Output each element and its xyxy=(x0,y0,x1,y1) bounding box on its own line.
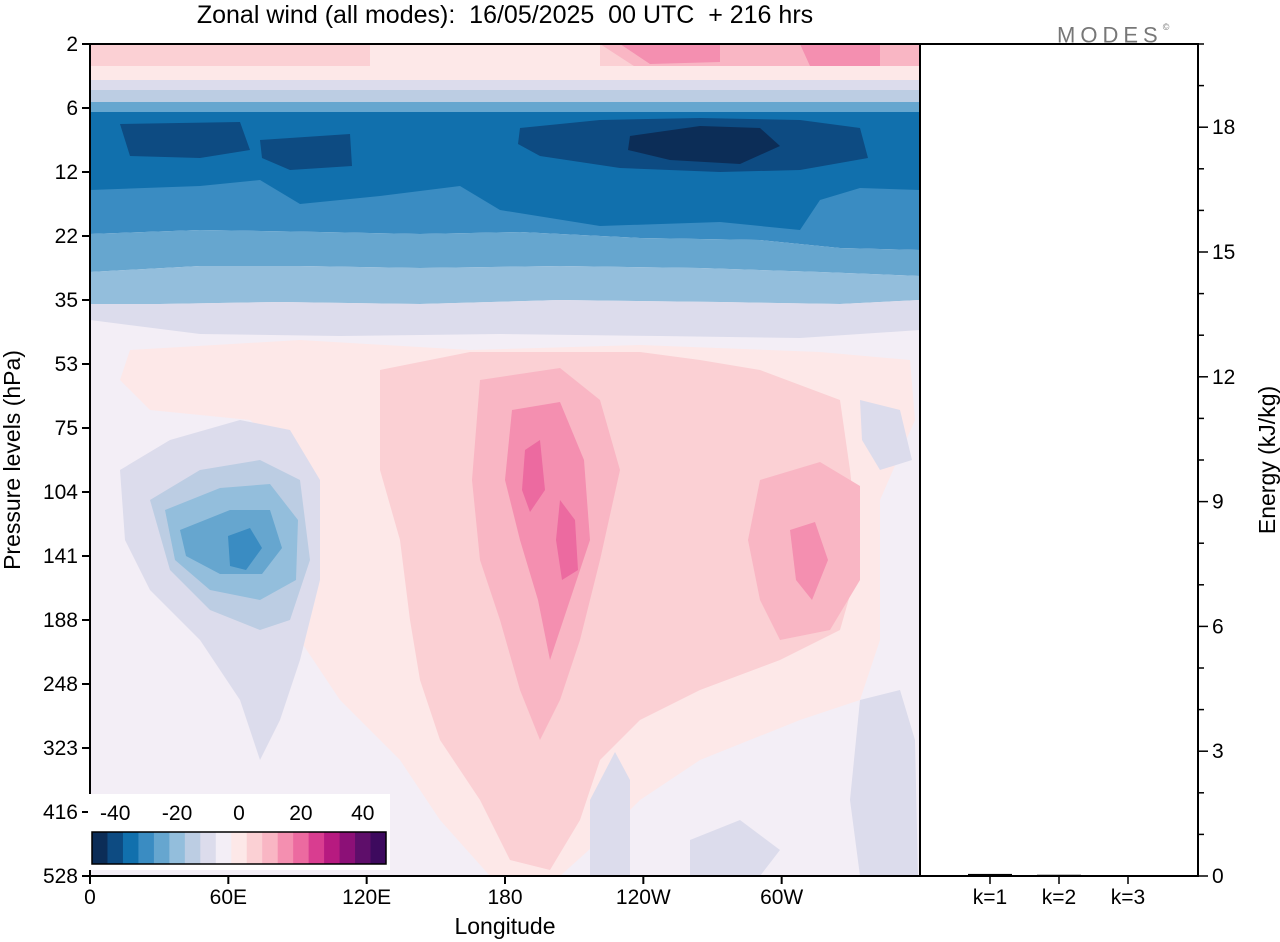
colorbar-swatch xyxy=(92,832,108,864)
colorbar-swatch xyxy=(293,832,310,864)
x-tick-label: 60E xyxy=(210,886,247,909)
blob-westerly-jet-core-b xyxy=(556,500,578,580)
y-tick-label: 22 xyxy=(55,225,78,248)
energy-tick-label: 18 xyxy=(1212,116,1235,139)
energy-tick-label: 15 xyxy=(1212,241,1235,264)
y-tick-label: 528 xyxy=(43,865,78,888)
x-tick-label: 0 xyxy=(84,886,96,909)
energy-frame xyxy=(919,43,1199,877)
energy-bar-chart xyxy=(919,43,1199,877)
band-transition-2 xyxy=(90,80,920,90)
energy-bar xyxy=(968,873,1012,876)
energy-bar xyxy=(1037,874,1081,877)
blob-westerly-right-inner xyxy=(790,522,828,600)
longitude-axis: 0 60E 120E 180 120W 60W xyxy=(84,876,803,909)
y-tick-label: 35 xyxy=(55,289,78,312)
y-tick-label: 141 xyxy=(43,545,78,568)
colorbar-swatch xyxy=(200,832,217,864)
energy-axis: 0 3 6 9 12 15 18 xyxy=(1198,43,1235,888)
blob-easterly-cell-peak xyxy=(228,528,262,570)
colorbar-swatch xyxy=(370,832,387,864)
colorbar-tick-label: -40 xyxy=(100,802,130,825)
band-easterly-j xyxy=(90,300,920,338)
y-tick-label: 323 xyxy=(43,737,78,760)
blob-westerly-jet-core-a xyxy=(522,440,545,512)
copyright-mark: © xyxy=(1162,22,1170,32)
energy-axis-title: Energy (kJ/kg) xyxy=(1254,386,1280,534)
colorbar-swatch xyxy=(246,832,263,864)
energy-category-label: k=2 xyxy=(1042,886,1076,909)
energy-bar xyxy=(1106,875,1150,877)
colorbar-swatch xyxy=(138,832,155,864)
blob-easterly-peak xyxy=(628,126,780,164)
y-axis-title: Pressure levels (hPa) xyxy=(0,350,25,570)
y-tick-label: 2 xyxy=(66,33,78,56)
band-easterly-i xyxy=(90,266,920,304)
y-tick-label: 6 xyxy=(66,97,78,120)
colorbar-swatch xyxy=(153,832,170,864)
blob-westerly-top-peak2 xyxy=(800,44,880,66)
y-tick-label: 75 xyxy=(55,417,78,440)
energy-tick-label: 9 xyxy=(1212,491,1224,514)
colorbar-swatch xyxy=(231,832,248,864)
pressure-axis: 2 6 12 22 35 53 75 104 141 188 248 323 416 528 xyxy=(43,33,90,888)
energy-tick-label: 6 xyxy=(1212,615,1224,638)
energy-categories: k=1 k=2 k=3 xyxy=(973,876,1145,909)
band-easterly-a xyxy=(90,90,920,102)
y-tick-label: 12 xyxy=(55,161,78,184)
x-tick-label: 120W xyxy=(616,886,671,909)
colorbar-swatch xyxy=(122,832,139,864)
y-tick-label: 188 xyxy=(43,609,78,632)
energy-category-label: k=1 xyxy=(973,886,1007,909)
blob-easterly-surface-b xyxy=(850,690,918,876)
y-tick-label: 53 xyxy=(55,353,78,376)
colorbar-swatch xyxy=(277,832,294,864)
colorbar-swatch xyxy=(184,832,201,864)
band-easterly-h xyxy=(90,230,920,276)
colorbar: -40 -20 0 20 40 xyxy=(88,794,390,870)
y-tick-label: 104 xyxy=(43,481,78,504)
colorbar-swatch xyxy=(324,832,341,864)
colorbar-tick-label: 0 xyxy=(233,802,245,825)
chart-title: Zonal wind (all modes): 16/05/2025 00 UT… xyxy=(196,1,814,29)
band-easterly-f xyxy=(260,134,352,170)
band-easterly-e xyxy=(120,122,250,158)
colorbar-tick-label: 20 xyxy=(289,802,312,825)
colorbar-swatch xyxy=(308,832,325,864)
x-axis-title: Longitude xyxy=(454,913,555,939)
colorbar-swatch xyxy=(262,832,279,864)
y-tick-label: 416 xyxy=(43,801,78,824)
band-transition-1 xyxy=(90,66,920,80)
colorbar-tick-label: -20 xyxy=(162,802,192,825)
y-tick-label: 248 xyxy=(43,673,78,696)
colorbar-swatch xyxy=(169,832,186,864)
colorbar-tick-label: 40 xyxy=(351,802,374,825)
colorbar-swatch xyxy=(107,832,124,864)
energy-bars xyxy=(968,873,1150,877)
blob-westerly-top-peak xyxy=(620,44,720,64)
energy-tick-label: 0 xyxy=(1212,865,1224,888)
blob-easterly-surface-d xyxy=(860,400,912,470)
colorbar-swatch xyxy=(355,832,372,864)
blob-easterly-surface-a xyxy=(590,752,630,876)
x-tick-label: 180 xyxy=(487,886,522,909)
x-tick-label: 60W xyxy=(760,886,803,909)
energy-tick-label: 12 xyxy=(1212,366,1235,389)
blob-easterly-surface-c xyxy=(690,820,780,876)
energy-tick-label: 3 xyxy=(1212,740,1224,763)
zonal-wind-heatmap xyxy=(90,44,920,876)
energy-category-label: k=3 xyxy=(1111,886,1145,909)
colorbar-swatch xyxy=(215,832,232,864)
x-tick-label: 120E xyxy=(342,886,391,909)
colorbar-frame xyxy=(91,831,387,865)
colorbar-swatch xyxy=(339,832,356,864)
